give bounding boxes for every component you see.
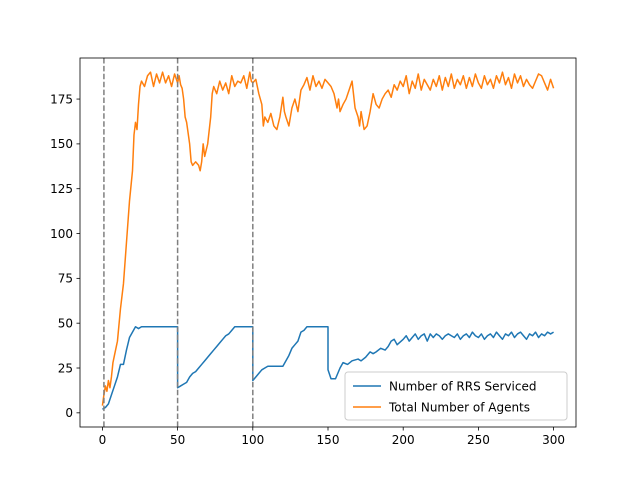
legend-box [344,371,568,421]
legend: Number of RRS Serviced Total Number of Ag… [344,371,568,421]
x-tick-label: 0 [99,433,107,447]
x-tick-label: 100 [241,433,264,447]
y-tick-label: 0 [65,406,73,420]
y-tick-label: 25 [58,361,73,375]
plot-area [101,58,555,427]
y-tick-label: 75 [58,272,73,286]
x-tick-label: 50 [170,433,185,447]
y-tick-label: 50 [58,316,73,330]
axes: 0 50 100 150 200 250 300 0 25 50 75 100 125 150 175 [50,57,577,447]
series-line-rrs-serviced [102,326,554,410]
x-tick-label: 250 [467,433,490,447]
legend-label-rrs-serviced: Number of RRS Serviced [389,379,536,393]
x-tick-label: 200 [392,433,415,447]
y-tick-label: 150 [50,137,73,151]
y-tick-label: 100 [50,227,73,241]
series-line-total-agents [101,71,555,406]
x-tick-label: 150 [317,433,340,447]
legend-label-total-agents: Total Number of Agents [388,400,530,414]
y-tick-label: 125 [50,182,73,196]
x-tick-label: 300 [542,433,565,447]
y-tick-label: 175 [50,92,73,106]
